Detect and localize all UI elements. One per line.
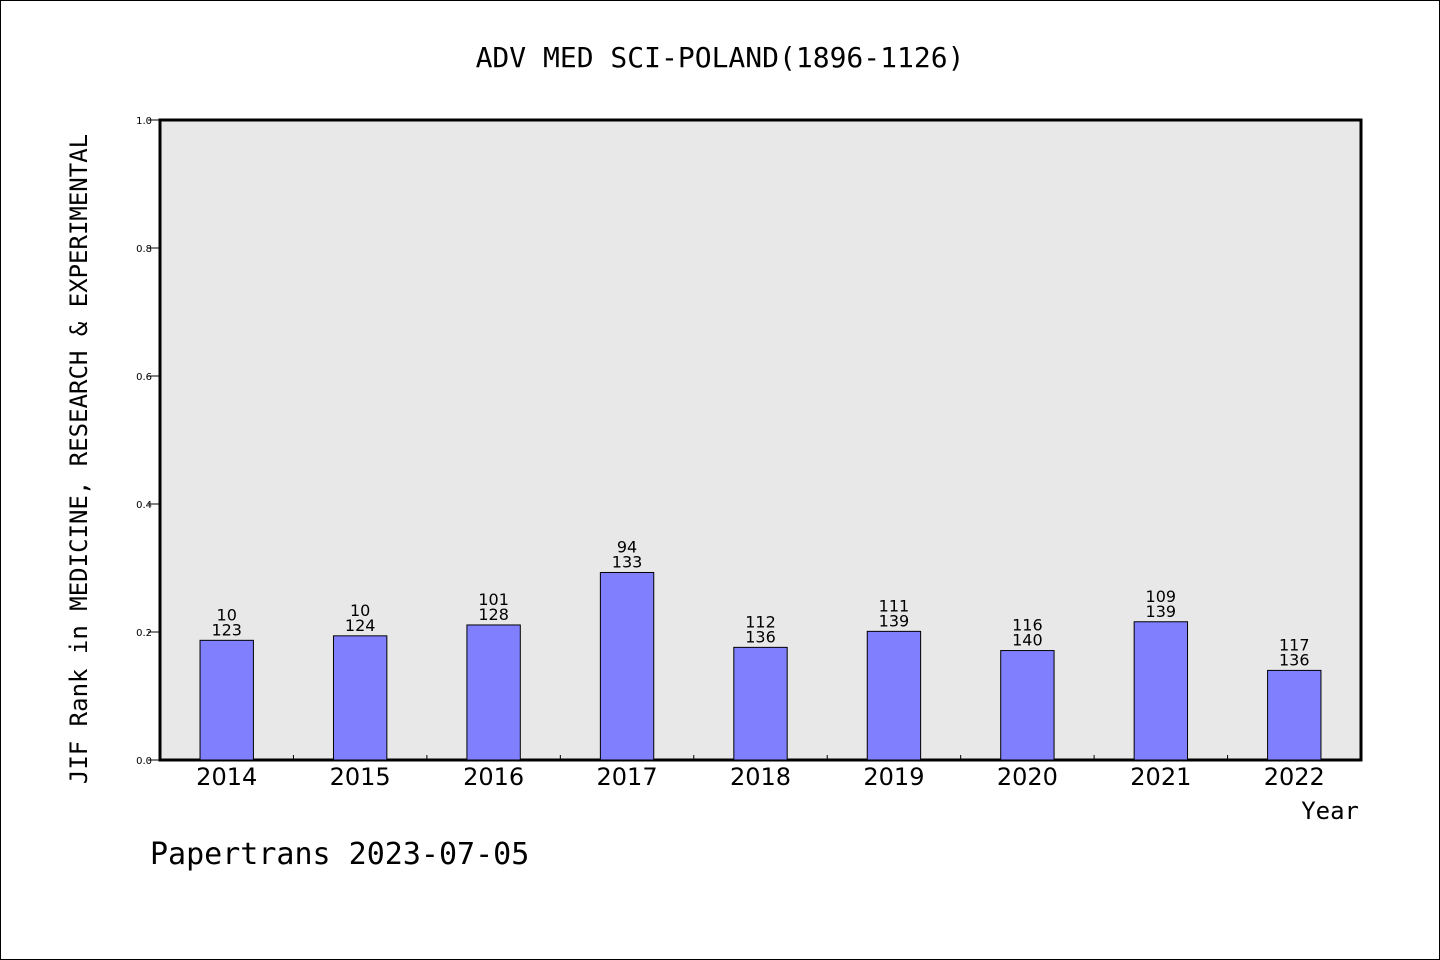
bar-rank-label: 109 bbox=[1146, 587, 1177, 606]
x-tick-label: 2021 bbox=[1130, 763, 1191, 791]
bar-total-label: 128 bbox=[478, 605, 509, 624]
y-tick-label: 1.0 bbox=[136, 116, 152, 127]
bar-2021 bbox=[1133, 621, 1189, 761]
y-tick-label: 0.0 bbox=[136, 756, 152, 767]
y-tick-label: 0.2 bbox=[136, 628, 152, 639]
x-tick-label: 2018 bbox=[730, 763, 791, 791]
chart-title: ADV MED SCI-POLAND(1896-1126) bbox=[476, 41, 965, 74]
bar-total-label: 140 bbox=[1012, 631, 1043, 650]
y-axis-ticks: 0.0 0.2 0.4 0.6 0.8 1.0 bbox=[136, 116, 160, 767]
bar-2014 bbox=[199, 639, 254, 761]
bar-2020 bbox=[1000, 650, 1055, 761]
bar-total-label: 139 bbox=[879, 611, 910, 630]
y-tick-label: 0.8 bbox=[136, 244, 152, 255]
bar-rank-label: 94 bbox=[617, 537, 637, 556]
bar-total-label: 123 bbox=[211, 620, 242, 639]
bar-rank-label: 101 bbox=[478, 590, 509, 609]
x-tick-label: 2016 bbox=[463, 763, 524, 791]
bar-2017 bbox=[599, 571, 655, 761]
bar-2019 bbox=[866, 630, 922, 761]
bar-rank-label: 116 bbox=[1012, 616, 1043, 635]
bar-rank-label: 117 bbox=[1279, 635, 1310, 654]
y-tick-label: 0.6 bbox=[136, 372, 152, 383]
bar-rank-label: 111 bbox=[879, 596, 910, 615]
bar-2018 bbox=[733, 646, 788, 761]
bar-rank-label: 10 bbox=[217, 605, 237, 624]
bar-total-label: 139 bbox=[1146, 602, 1177, 621]
x-axis-ticks: 2014 2015 2016 2017 2018 2019 2020 2021 2022 bbox=[196, 755, 1325, 791]
bar-2022 bbox=[1267, 669, 1322, 761]
footer-credit: Papertrans 2023-07-05 bbox=[150, 837, 529, 872]
y-axis-label: JIF Rank in MEDICINE, RESEARCH & EXPERIM… bbox=[65, 134, 93, 784]
bar-2015 bbox=[332, 635, 388, 761]
y-tick-label: 0.4 bbox=[136, 500, 152, 511]
bar-total-label: 133 bbox=[612, 552, 643, 571]
x-tick-label: 2022 bbox=[1264, 763, 1325, 791]
bar-rank-label: 112 bbox=[745, 612, 776, 631]
bar-total-label: 136 bbox=[745, 627, 776, 646]
bar-2016 bbox=[466, 624, 521, 761]
x-tick-label: 2014 bbox=[196, 763, 257, 791]
bar-total-label: 136 bbox=[1279, 650, 1310, 669]
bars bbox=[199, 571, 1322, 761]
bar-total-label: 124 bbox=[345, 616, 376, 635]
x-tick-label: 2019 bbox=[863, 763, 924, 791]
x-tick-label: 2020 bbox=[997, 763, 1058, 791]
bar-rank-label: 10 bbox=[350, 601, 370, 620]
x-axis-label: Year bbox=[1301, 797, 1359, 825]
x-tick-label: 2017 bbox=[597, 763, 658, 791]
x-tick-label: 2015 bbox=[330, 763, 391, 791]
